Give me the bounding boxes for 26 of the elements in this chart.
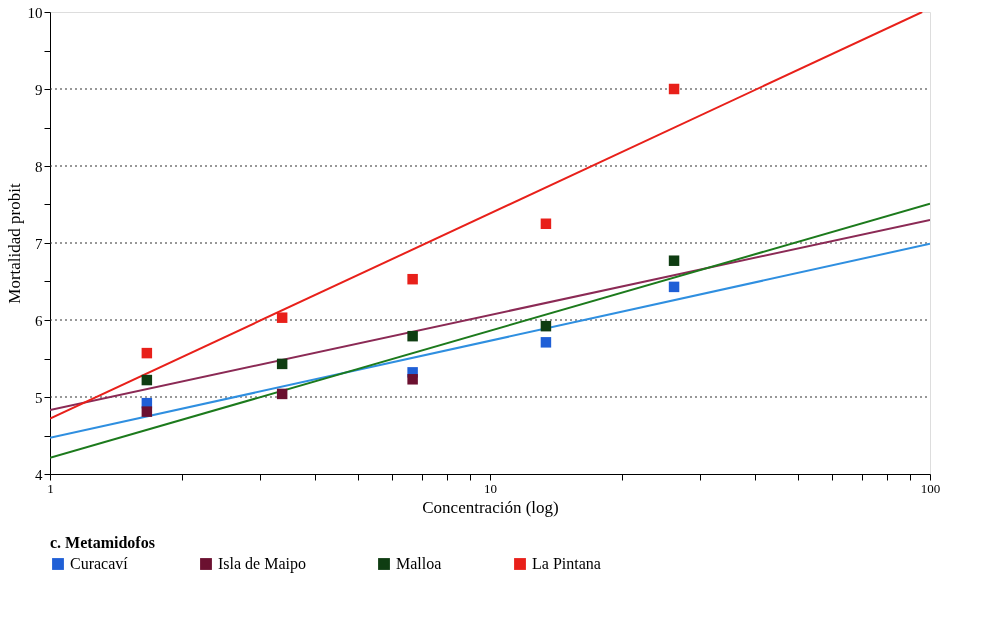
point: [141, 406, 153, 417]
point: [407, 273, 418, 285]
x-tick-label: 1: [47, 480, 54, 496]
y-tick-label: 7: [35, 235, 43, 252]
legend-label: Isla de Maipo: [218, 555, 306, 573]
point: [141, 374, 153, 386]
point: [540, 320, 552, 332]
y-tick-label: 5: [35, 389, 43, 406]
y-axis-title: Mortalidad probit: [4, 183, 24, 304]
legend-label: La Pintana: [532, 555, 601, 572]
x-tick-label: 10: [484, 480, 497, 496]
y-tick-label: 10: [27, 4, 43, 21]
point: [407, 330, 418, 342]
point: [540, 337, 552, 348]
legend-label: Curacaví: [70, 555, 129, 572]
legend-title: c. Metamidofos: [50, 534, 155, 551]
y-tick-label: 6: [35, 312, 43, 329]
y-tick-label: 9: [35, 81, 43, 98]
point: [141, 347, 153, 359]
legend-label: Malloa: [396, 555, 442, 572]
x-tick-label: 100: [920, 480, 941, 496]
x-axis-title: Concentración (log): [422, 497, 559, 517]
point: [407, 374, 418, 385]
y-tick-label: 8: [35, 158, 43, 175]
point: [540, 218, 552, 229]
y-tick-label: 4: [35, 466, 43, 483]
